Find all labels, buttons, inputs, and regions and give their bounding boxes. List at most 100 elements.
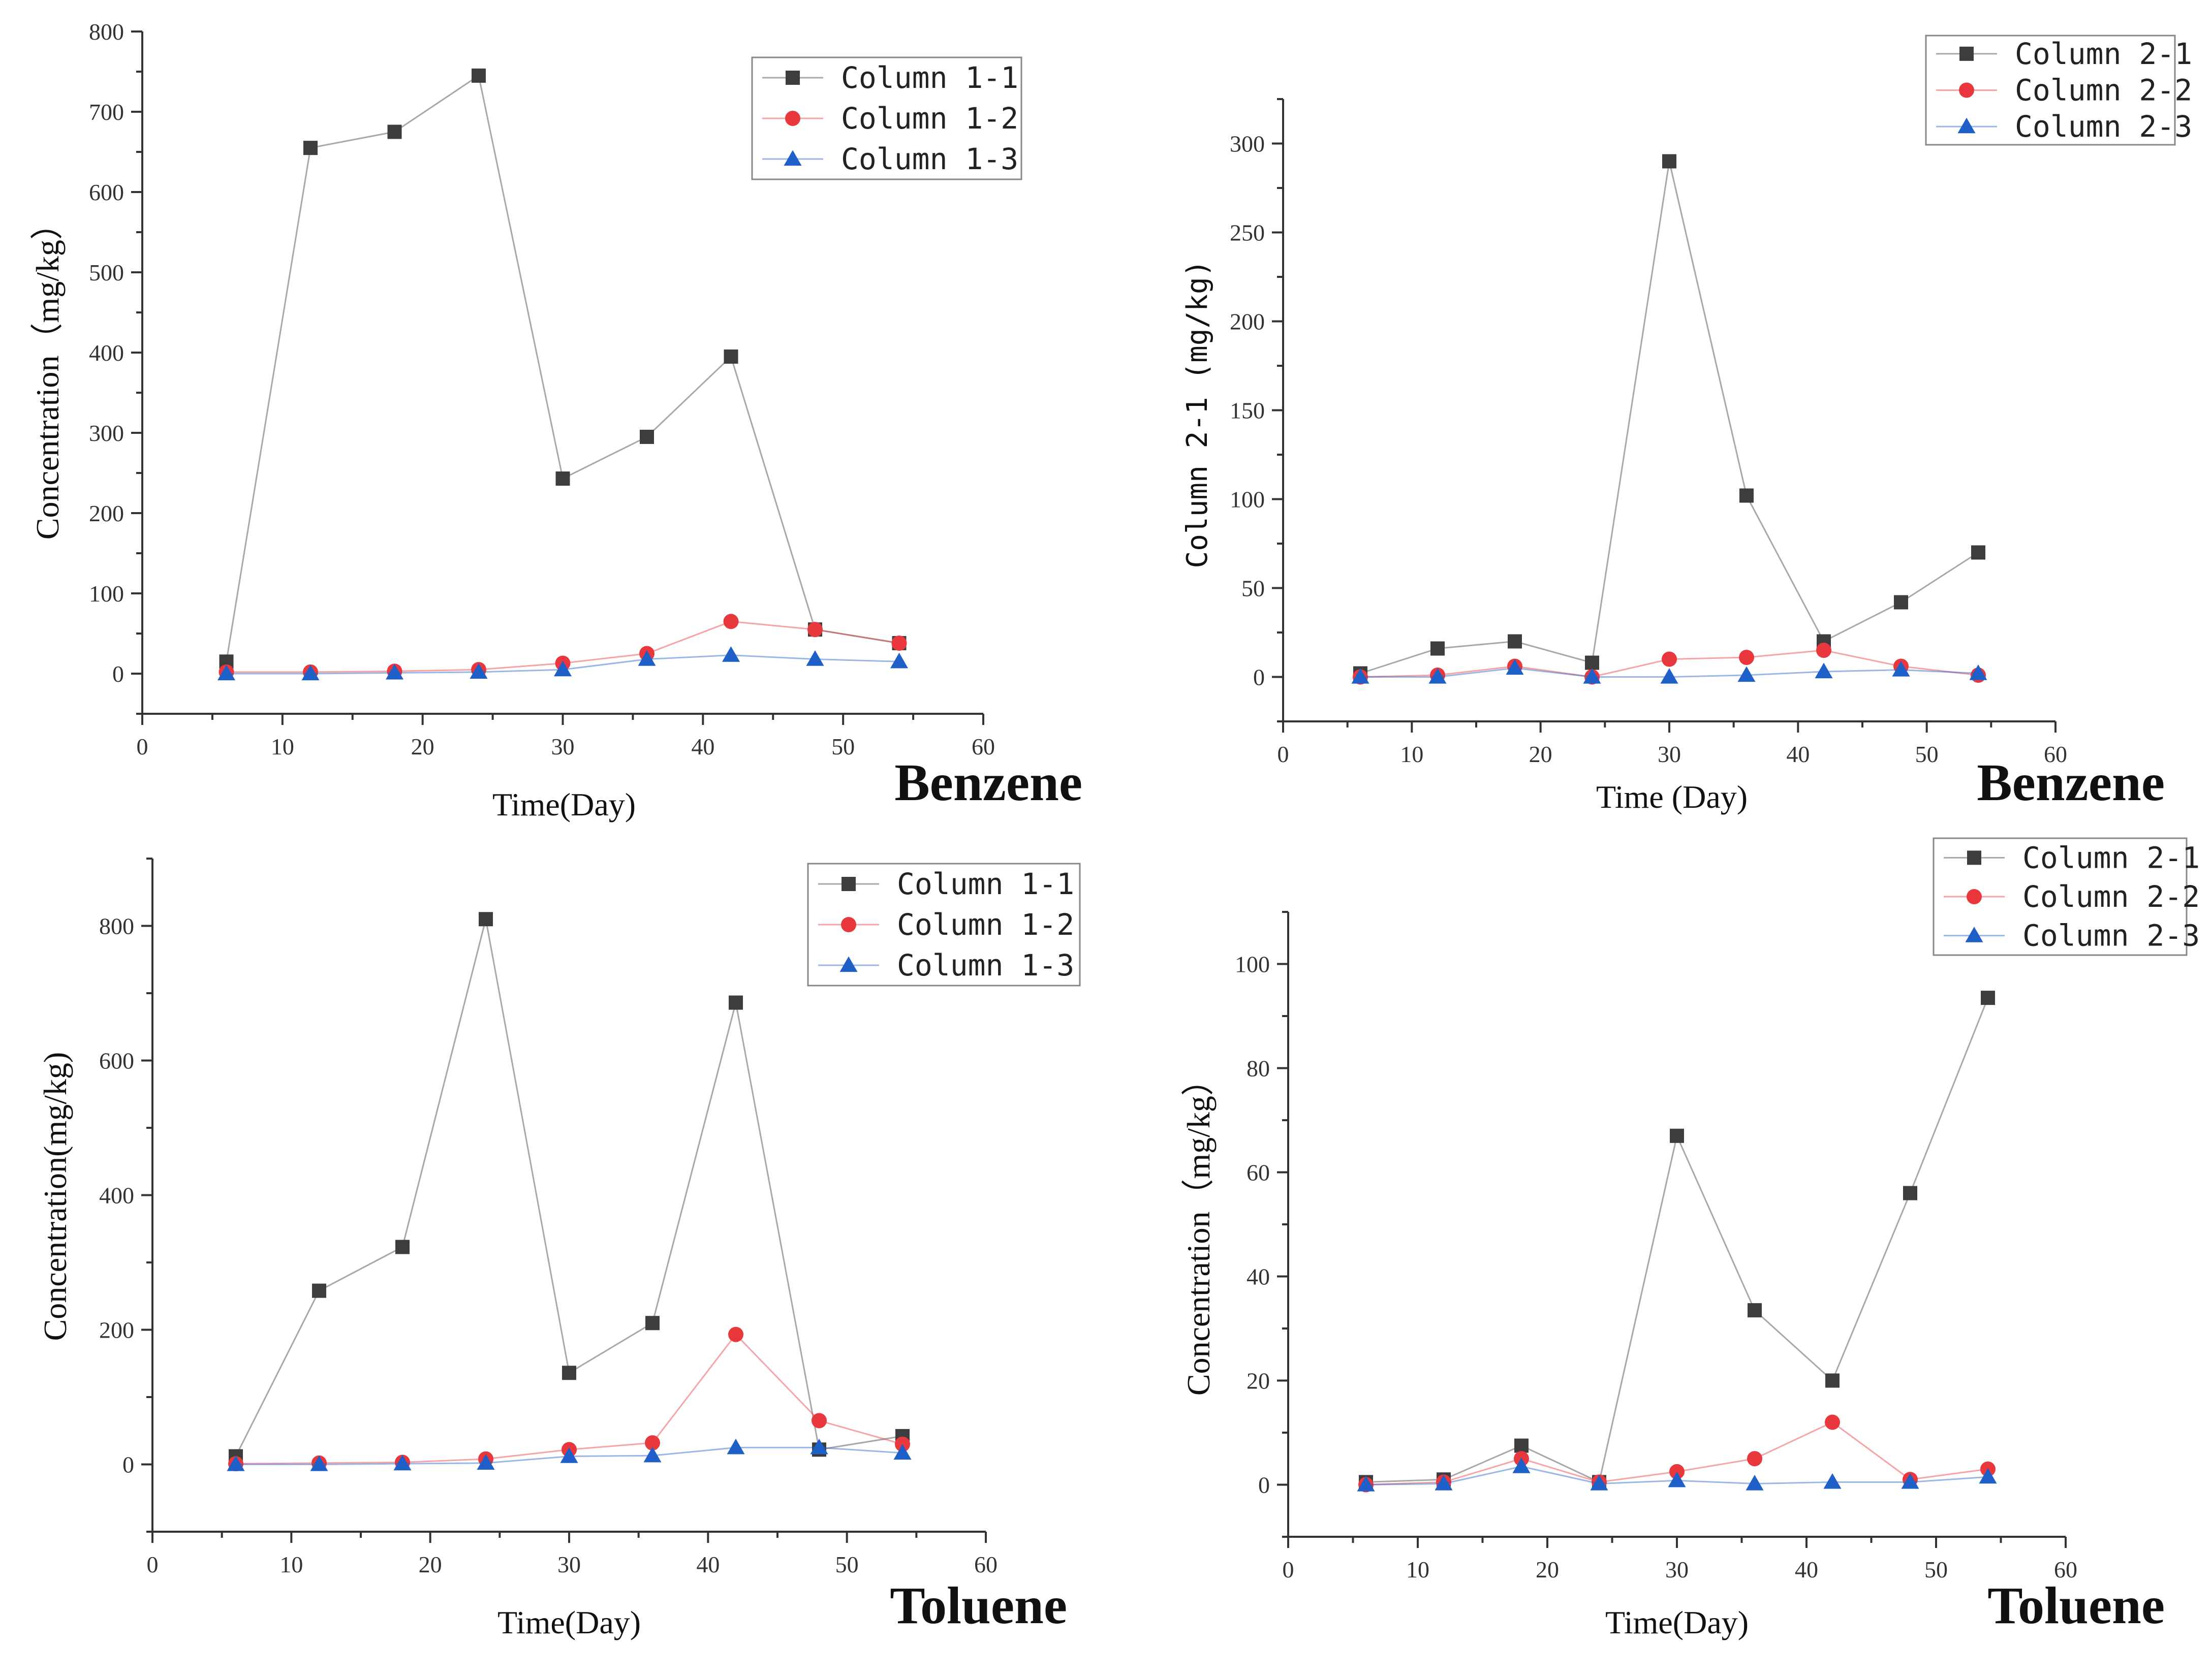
data-point-column-1-2 xyxy=(723,614,739,629)
data-point-column-2-1 xyxy=(1662,154,1676,169)
legend-marker xyxy=(1965,927,1983,942)
y-tick-label: 250 xyxy=(1230,220,1265,246)
data-point-column-2-3 xyxy=(1901,1473,1919,1489)
y-tick-label: 500 xyxy=(89,260,124,286)
data-point-column-2-3 xyxy=(1351,668,1369,684)
data-point-column-2-3 xyxy=(1590,1474,1608,1491)
x-axis-title: Time(Day) xyxy=(492,786,636,822)
legend-marker xyxy=(1967,850,1981,865)
toluene-column-1-chart: 0 10 20 30 40 50 600200400600800Time(Day)Conce… xyxy=(37,858,1081,1640)
data-point-column-1-3 xyxy=(727,1438,745,1454)
data-point-column-2-3 xyxy=(1815,662,1833,679)
data-point-column-1-3 xyxy=(554,660,572,677)
data-point-column-1-1 xyxy=(562,1366,576,1380)
y-tick-label: 150 xyxy=(1230,398,1265,424)
x-tick-label: 60 xyxy=(972,734,995,760)
y-tick-label: 0 xyxy=(122,1452,134,1478)
x-tick-label: 40 xyxy=(1786,741,1810,767)
y-tick-label: 40 xyxy=(1247,1264,1270,1290)
data-point-column-1-3 xyxy=(643,1446,662,1463)
data-point-column-1-3 xyxy=(227,1455,245,1471)
data-point-column-1-1 xyxy=(729,995,743,1010)
legend-entry: Column 1-3 xyxy=(841,142,1018,176)
data-point-column-1-2 xyxy=(891,635,907,651)
y-tick-label: 20 xyxy=(1247,1368,1270,1394)
legend-entry: Column 1-2 xyxy=(841,101,1018,136)
legend-entry: Column 2-1 xyxy=(2022,840,2200,875)
data-point-column-1-2 xyxy=(812,1413,827,1429)
data-point-column-1-3 xyxy=(301,665,320,681)
data-point-column-2-3 xyxy=(1668,1471,1686,1488)
legend-marker xyxy=(1957,117,1976,134)
y-tick-label: 700 xyxy=(89,99,124,125)
legend: Column 1-1 Column 1-2 Column 1-3 xyxy=(751,56,1022,180)
data-point-column-1-3 xyxy=(722,646,740,662)
data-point-column-2-3 xyxy=(1357,1476,1375,1492)
legend: Column 1-1 Column 1-2 Column 1-3 xyxy=(807,863,1081,987)
data-point-column-2-3 xyxy=(1823,1473,1842,1489)
data-point-column-1-3 xyxy=(217,665,235,681)
x-tick-label: 0 xyxy=(1283,1557,1294,1583)
y-axis-title: Concentration(mg/kg) xyxy=(37,1052,73,1341)
data-point-column-2-1 xyxy=(1670,1128,1684,1143)
legend-marker xyxy=(842,877,856,891)
data-point-column-1-1 xyxy=(312,1283,326,1298)
x-tick-label: 60 xyxy=(2044,741,2067,767)
data-point-column-2-1 xyxy=(1514,1438,1529,1453)
x-tick-label: 60 xyxy=(974,1552,998,1577)
data-point-column-1-3 xyxy=(470,663,488,679)
data-point-column-2-3 xyxy=(1435,1474,1453,1491)
data-point-column-1-3 xyxy=(893,1444,912,1460)
data-point-column-2-3 xyxy=(1506,659,1524,675)
data-point-column-2-1 xyxy=(1825,1373,1840,1388)
data-point-column-2-1 xyxy=(1739,488,1754,503)
x-tick-label: 10 xyxy=(1406,1557,1429,1583)
data-point-column-1-3 xyxy=(310,1455,328,1471)
x-tick-label: 50 xyxy=(831,734,855,760)
y-tick-label: 600 xyxy=(89,179,124,205)
data-point-column-2-1 xyxy=(1894,595,1908,610)
legend-entry: Column 2-2 xyxy=(2015,73,2192,108)
x-tick-label: 20 xyxy=(1529,741,1552,767)
data-point-column-2-3 xyxy=(1428,668,1447,684)
data-point-column-2-3 xyxy=(1583,668,1601,684)
data-point-column-2-2 xyxy=(1747,1451,1762,1467)
series-line-column-2-1 xyxy=(1365,997,1989,1483)
legend-entry: Column 2-3 xyxy=(2015,109,2192,144)
x-tick-label: 40 xyxy=(691,734,714,760)
compound-label: Toluene xyxy=(890,1576,1067,1635)
data-point-column-2-3 xyxy=(1737,666,1756,682)
data-point-column-2-1 xyxy=(1748,1303,1762,1318)
data-point-column-2-1 xyxy=(1903,1186,1917,1200)
toluene-column-2-chart: 0 10 20 30 40 50 60 0 20 40 60 80 100 Time(Day) Concen… xyxy=(1180,837,2200,1640)
data-point-column-2-3 xyxy=(1979,1468,1997,1484)
y-tick-label: 800 xyxy=(99,913,134,939)
x-tick-label: 0 xyxy=(147,1552,159,1577)
data-point-column-1-1 xyxy=(645,1316,660,1331)
data-point-column-1-3 xyxy=(638,650,656,666)
x-tick-label: 40 xyxy=(696,1552,720,1577)
x-axis-title: Time(Day) xyxy=(497,1604,641,1640)
x-tick-label: 0 xyxy=(1278,741,1289,767)
x-tick-label: 50 xyxy=(1915,741,1939,767)
legend-entry: Column 2-3 xyxy=(2022,919,2200,953)
y-tick-label: 800 xyxy=(89,19,124,45)
data-point-column-1-1 xyxy=(555,471,570,486)
data-point-column-1-3 xyxy=(560,1447,578,1463)
legend-marker xyxy=(1959,46,1974,61)
data-point-column-1-1 xyxy=(387,124,402,139)
legend-entry: Column 1-1 xyxy=(897,867,1074,901)
compound-label: Benzene xyxy=(894,753,1082,812)
data-point-column-1-1 xyxy=(472,68,486,83)
data-point-column-2-2 xyxy=(1662,651,1677,667)
data-point-column-2-1 xyxy=(1971,545,1985,560)
compound-label: Benzene xyxy=(1977,753,2165,812)
benzene-column-2-chart: 0 10 20 30 40 50 60 0 50 100 150 200 250 300 Time (Day… xyxy=(1181,35,2192,815)
x-tick-label: 30 xyxy=(1665,1557,1689,1583)
data-point-column-1-3 xyxy=(810,1438,828,1454)
data-point-column-1-2 xyxy=(645,1435,660,1451)
y-tick-label: 80 xyxy=(1247,1056,1270,1082)
